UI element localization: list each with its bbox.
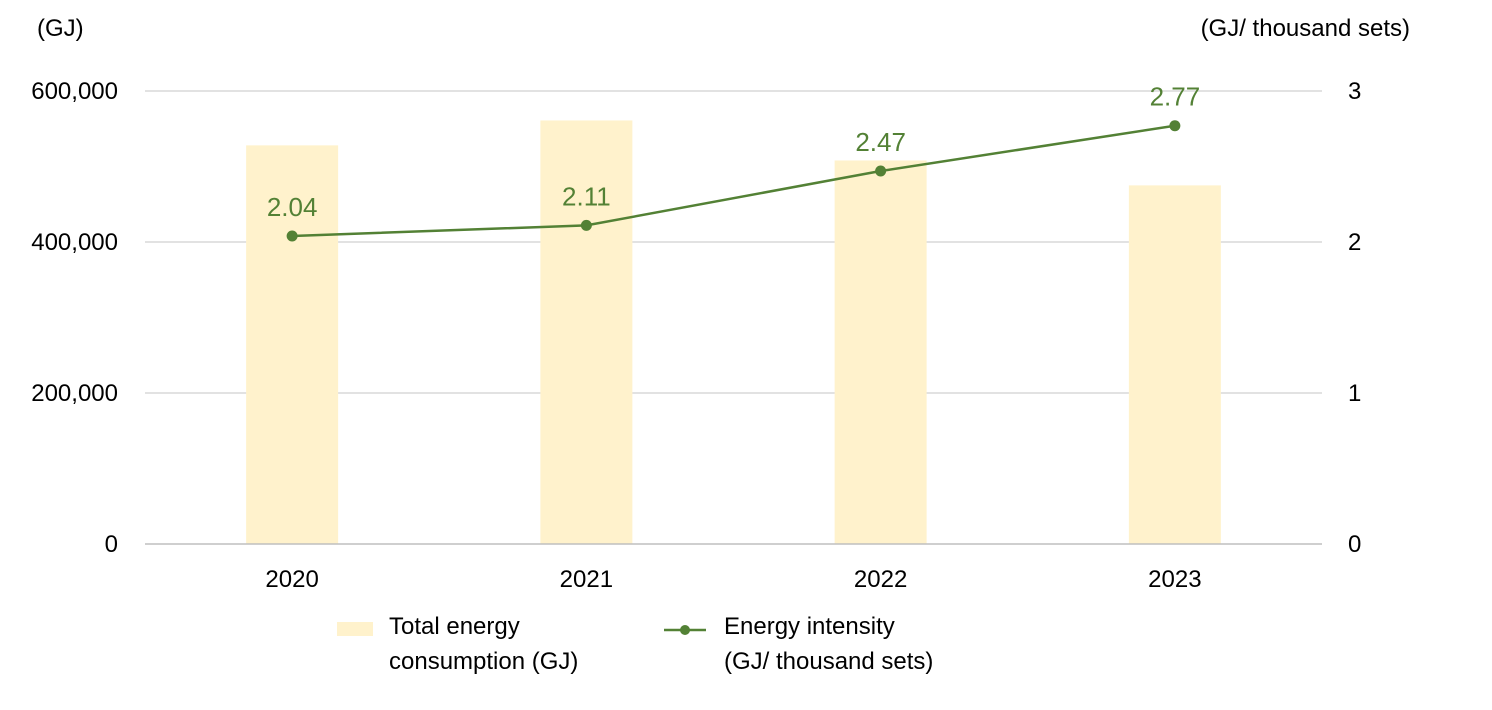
line-point [580, 219, 592, 231]
x-tick-label: 2020 [265, 566, 318, 593]
legend-bar-swatch [337, 622, 373, 636]
legend-line-label-line1: Energy intensity [724, 613, 895, 640]
legend: Total energy consumption (GJ) Energy int… [337, 613, 933, 675]
line-series [286, 120, 1181, 242]
left-tick-label: 0 [105, 531, 118, 558]
x-tick-label: 2023 [1148, 566, 1201, 593]
data-label: 2.11 [562, 181, 611, 211]
left-axis-unit-label: (GJ) [37, 15, 84, 42]
bar [834, 160, 927, 544]
data-labels: 2.04 2.11 2.47 2.77 [267, 82, 1200, 222]
legend-bar-label-line1: Total energy [389, 613, 520, 640]
bar [246, 145, 339, 545]
legend-bar-label-line2: consumption (GJ) [389, 648, 578, 675]
line-point [286, 230, 298, 242]
left-tick-label: 200,000 [31, 380, 118, 407]
data-label: 2.47 [855, 127, 906, 157]
left-tick-label: 600,000 [31, 78, 118, 105]
right-axis-unit-label: (GJ/ thousand sets) [1201, 15, 1410, 42]
axes: 0 200,000 400,000 600,000 0 1 2 3 2020 2021 2022 20… [31, 78, 1361, 593]
x-tick-label: 2022 [854, 566, 907, 593]
data-label: 2.04 [267, 192, 318, 222]
bar-series [246, 120, 1221, 545]
right-tick-label: 1 [1348, 380, 1361, 407]
right-tick-label: 3 [1348, 78, 1361, 105]
bar [1128, 185, 1221, 544]
legend-line-label-line2: (GJ/ thousand sets) [724, 648, 933, 675]
line-point [875, 165, 887, 177]
left-tick-label: 400,000 [31, 229, 118, 256]
intensity-line [292, 124, 1176, 238]
right-tick-label: 2 [1348, 229, 1361, 256]
right-tick-label: 0 [1348, 531, 1361, 558]
line-point [1169, 120, 1181, 132]
x-tick-label: 2021 [560, 566, 613, 593]
gridlines [145, 90, 1322, 394]
bar [540, 120, 633, 544]
data-label: 2.77 [1150, 82, 1201, 112]
legend-line-marker [680, 625, 690, 635]
